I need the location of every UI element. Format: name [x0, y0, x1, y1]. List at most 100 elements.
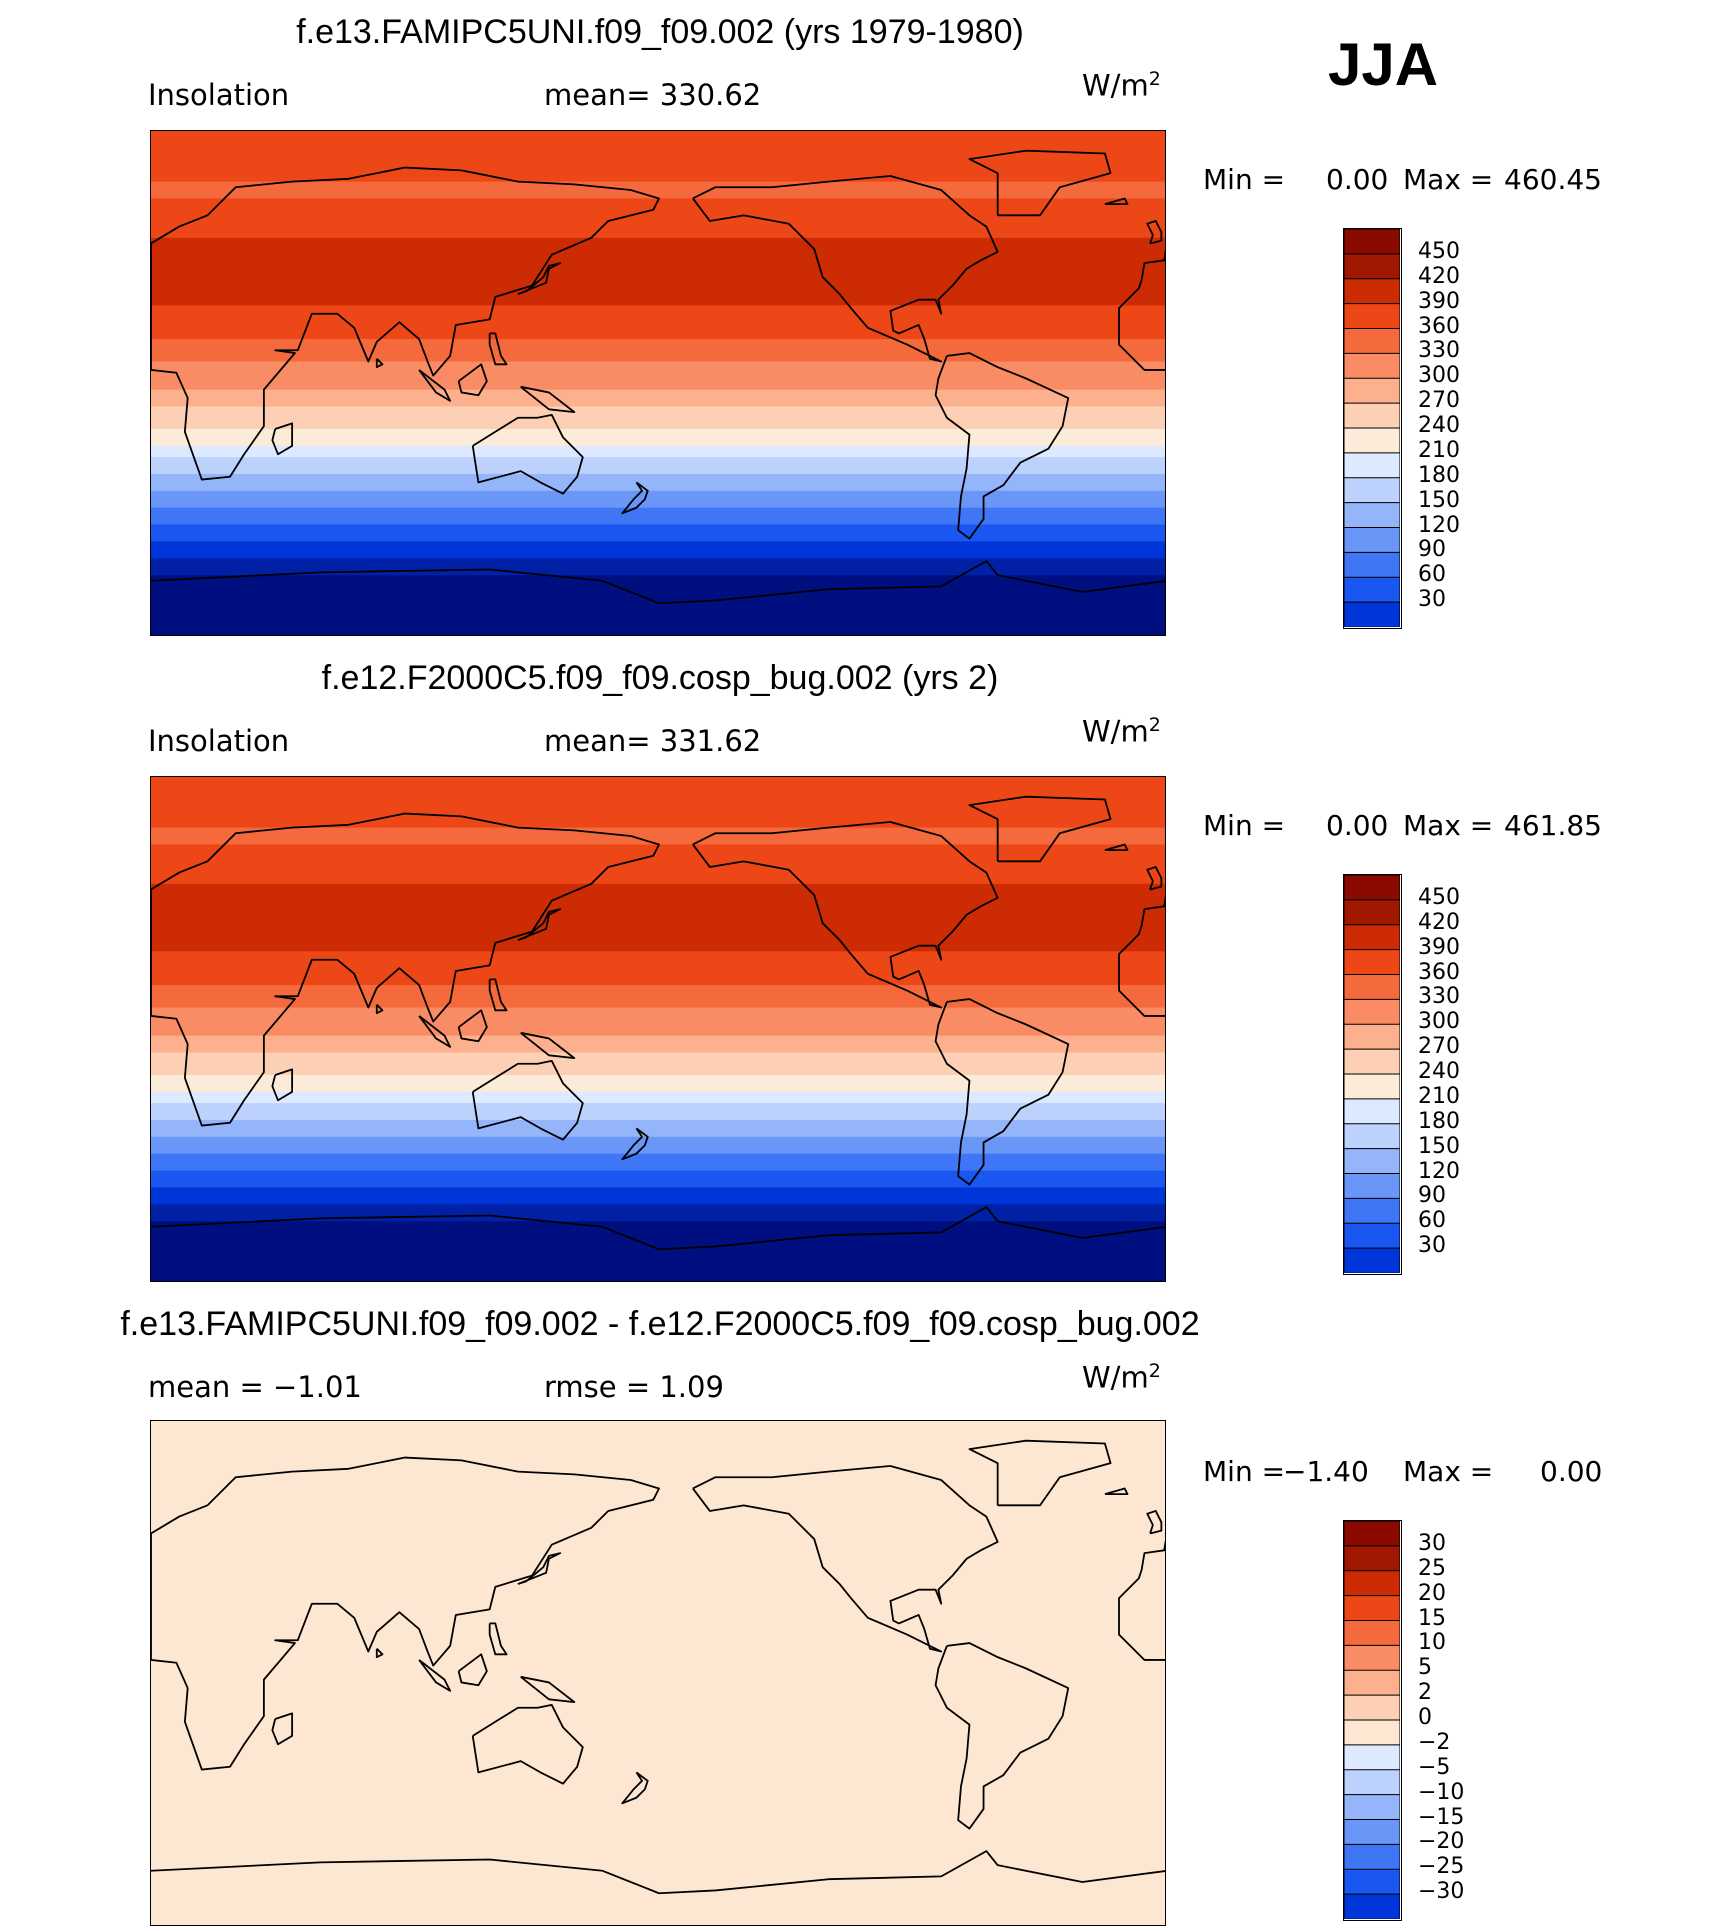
- colorbar-box: [1344, 1893, 1400, 1919]
- colorbar-tick-label: 0: [1418, 1705, 1432, 1730]
- insolation-band: [151, 777, 1165, 829]
- colorbar-tick-label: 420: [1418, 263, 1460, 289]
- coastline: [418, 1015, 452, 1048]
- difference-field: [151, 1421, 1165, 1925]
- colorbar-tick-label: 210: [1418, 1083, 1460, 1109]
- coastline: [375, 1004, 384, 1015]
- colorbar-box: [1344, 377, 1400, 404]
- colorbar-box: [1344, 278, 1400, 305]
- colorbar-tick-label: −10: [1418, 1779, 1465, 1805]
- colorbar-tick-label: 300: [1418, 1009, 1460, 1035]
- colorbar-tick-label: 270: [1418, 1034, 1460, 1060]
- coastline: [271, 1068, 294, 1102]
- colorbar-box: [1344, 1769, 1400, 1796]
- coastline: [457, 363, 488, 397]
- insolation-band: [151, 181, 1165, 199]
- panel1-map: [150, 130, 1166, 636]
- coastline: [934, 1642, 1070, 1830]
- colorbar-tick-label: 390: [1418, 288, 1460, 314]
- colorbar-tick-label: 10: [1418, 1630, 1446, 1656]
- colorbar-box: [1344, 1521, 1400, 1547]
- coastline: [692, 1465, 999, 1653]
- colorbar-box: [1344, 1570, 1400, 1597]
- colorbar-box: [1344, 1620, 1400, 1647]
- colorbar-tick-label: 390: [1418, 934, 1460, 960]
- colorbar-tick-label: −2: [1418, 1729, 1451, 1755]
- insolation-band: [151, 541, 1165, 559]
- colorbar-box: [1344, 1148, 1400, 1175]
- insolation-band: [151, 844, 1165, 885]
- colorbar-tick-label: 450: [1418, 884, 1460, 910]
- insolation-band: [151, 1035, 1165, 1053]
- colorbar-box: [1344, 427, 1400, 454]
- panel2-colorbar: [1343, 874, 1402, 1275]
- coastline: [1118, 1539, 1165, 1661]
- colorbar-tick-label: −30: [1418, 1879, 1465, 1905]
- panel3-mean-label: mean = −1.01: [148, 1370, 362, 1404]
- colorbar-box: [1344, 1644, 1400, 1672]
- colorbar-tick-label: 60: [1418, 1208, 1446, 1234]
- insolation-band: [151, 305, 1165, 340]
- insolation-band: [151, 951, 1165, 986]
- coastline: [375, 1648, 384, 1659]
- coastline: [375, 358, 384, 369]
- panel2-map: [150, 776, 1166, 1282]
- panel1-title: f.e13.FAMIPC5UNI.f09_f09.002 (yrs 1979-1…: [296, 13, 1024, 51]
- coastline: [520, 385, 576, 414]
- colorbar-box: [1344, 974, 1400, 1001]
- insolation-band: [151, 1187, 1165, 1205]
- coastline: [457, 1009, 488, 1043]
- colorbar-box: [1344, 1098, 1400, 1125]
- insolation-band: [151, 827, 1165, 845]
- panel3-rmse-label: rmse = 1.09: [544, 1370, 724, 1404]
- coastline: [517, 908, 562, 941]
- colorbar-box: [1344, 229, 1400, 255]
- coastline: [418, 369, 452, 402]
- colorbar-box: [1344, 576, 1400, 603]
- colorbar-tick-label: 420: [1418, 909, 1460, 935]
- coastline: [488, 1622, 508, 1656]
- colorbar-box: [1344, 949, 1400, 976]
- insolation-band: [151, 1103, 1165, 1121]
- colorbar-box: [1344, 253, 1400, 280]
- colorbar-box: [1344, 1545, 1400, 1572]
- insolation-band: [151, 198, 1165, 239]
- coastline: [1104, 843, 1129, 851]
- coastline: [151, 1206, 1165, 1251]
- coastline: [692, 821, 999, 1009]
- insolation-band: [151, 490, 1165, 509]
- insolation-band: [151, 361, 1165, 391]
- colorbar-tick-label: 120: [1418, 512, 1460, 538]
- coastline: [1146, 1510, 1163, 1535]
- panel2-title: f.e12.F2000C5.f09_f09.cosp_bug.002 (yrs …: [321, 659, 999, 697]
- coastline: [488, 332, 508, 366]
- panel1-units: W/m2: [1082, 68, 1161, 103]
- colorbar-box: [1344, 402, 1400, 429]
- colorbar-box: [1344, 1197, 1400, 1225]
- colorbar-box: [1344, 875, 1400, 901]
- colorbar-tick-label: 330: [1418, 984, 1460, 1010]
- insolation-band: [151, 524, 1165, 542]
- panel2-max-label: Max =: [1403, 809, 1494, 842]
- insolation-band: [151, 1170, 1165, 1188]
- coastline: [934, 998, 1070, 1186]
- insolation-band: [151, 1074, 1165, 1093]
- colorbar-box: [1344, 1819, 1400, 1846]
- panel2-max-value: 461.85: [1504, 809, 1602, 842]
- coastline: [471, 1704, 584, 1785]
- colorbar-box: [1344, 1694, 1400, 1721]
- colorbar-box: [1344, 1843, 1400, 1871]
- insolation-band: [151, 1153, 1165, 1172]
- colorbar-tick-label: 20: [1418, 1580, 1446, 1606]
- season-label: JJA: [1328, 31, 1439, 98]
- coastline: [1104, 1487, 1129, 1495]
- coastline: [1118, 895, 1165, 1017]
- colorbar-box: [1344, 1048, 1400, 1075]
- insolation-band: [151, 339, 1165, 363]
- coastline: [520, 1031, 576, 1060]
- panel3-min-label: Min =: [1203, 1455, 1286, 1488]
- coastline: [1146, 220, 1163, 245]
- coastline: [621, 1127, 649, 1161]
- colorbar-tick-label: −25: [1418, 1854, 1465, 1880]
- coastline: [517, 262, 562, 295]
